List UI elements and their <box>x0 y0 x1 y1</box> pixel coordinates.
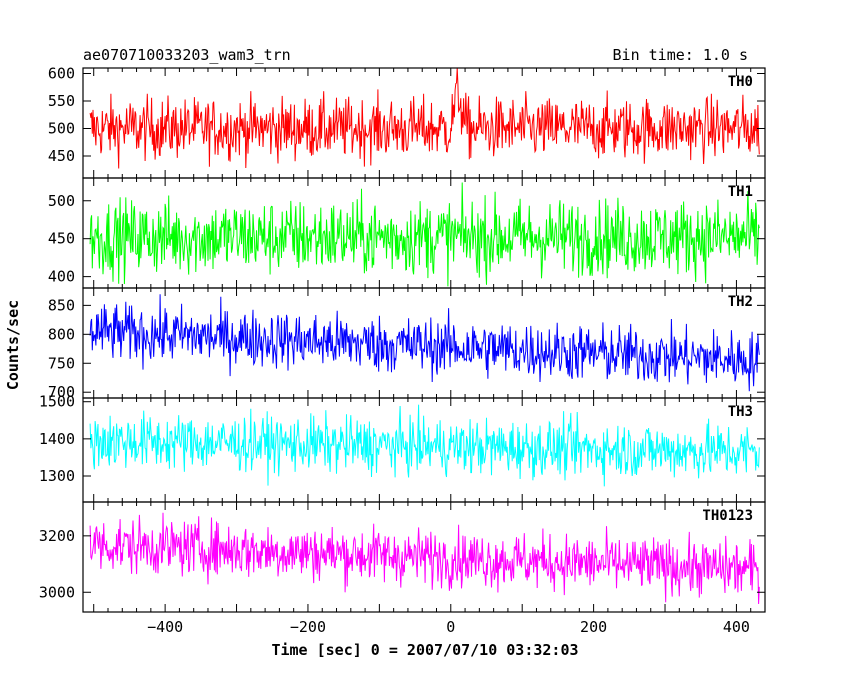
panel-frames <box>82 67 766 613</box>
x-tick-label: −400 <box>147 618 183 636</box>
panel-label-th2: TH2 <box>728 294 753 310</box>
y-tick-label: 1500 <box>39 393 75 411</box>
chart-title: ae070710033203_wam3_trn <box>83 46 291 64</box>
y-tick-label: 550 <box>48 92 75 110</box>
y-tick-label: 450 <box>48 147 75 165</box>
y-tick-label: 500 <box>48 192 75 210</box>
y-tick-label: 400 <box>48 268 75 286</box>
x-tick-label: 400 <box>723 618 750 636</box>
panel-label-th0: TH0 <box>728 74 753 90</box>
y-tick-label: 1400 <box>39 430 75 448</box>
y-tick-label: 600 <box>48 65 75 83</box>
y-tick-label: 850 <box>48 296 75 314</box>
series-layer <box>89 67 760 605</box>
series-th2-line <box>89 294 760 392</box>
label-layer: TH0 450 500 550 600 TH1 400 450 500 TH2 700 750 800 8… <box>39 65 753 637</box>
y-tick-label: 3200 <box>39 527 75 545</box>
panel-label-th3: TH3 <box>728 404 753 420</box>
x-tick-label: 0 <box>446 618 455 636</box>
y-tick-label: 500 <box>48 120 75 138</box>
y-tick-label: 750 <box>48 354 75 372</box>
series-th3-line <box>89 404 760 487</box>
x-tick-label: −200 <box>290 618 326 636</box>
series-th0123-line <box>89 512 760 605</box>
x-tick-label: 200 <box>580 618 607 636</box>
y-tick-label: 1300 <box>39 467 75 485</box>
y-tick-label: 3000 <box>39 583 75 601</box>
y-tick-label: 450 <box>48 230 75 248</box>
tick-layer <box>83 68 766 612</box>
panel-frame-th3 <box>82 397 766 503</box>
series-th1-line <box>89 182 760 287</box>
y-tick-label: 700 <box>48 383 75 401</box>
y-tick-label: 800 <box>48 325 75 343</box>
panel-label-th1: TH1 <box>728 184 753 200</box>
bin-time-label: Bin time: 1.0 s <box>613 46 748 64</box>
panel-frame-th0123 <box>82 501 766 613</box>
panel-label-th0123: TH0123 <box>702 508 753 524</box>
x-axis-title: Time [sec] 0 = 2007/07/10 03:32:03 <box>271 641 578 659</box>
y-axis-title: Counts/sec <box>4 300 22 390</box>
series-th0-line <box>89 67 760 169</box>
